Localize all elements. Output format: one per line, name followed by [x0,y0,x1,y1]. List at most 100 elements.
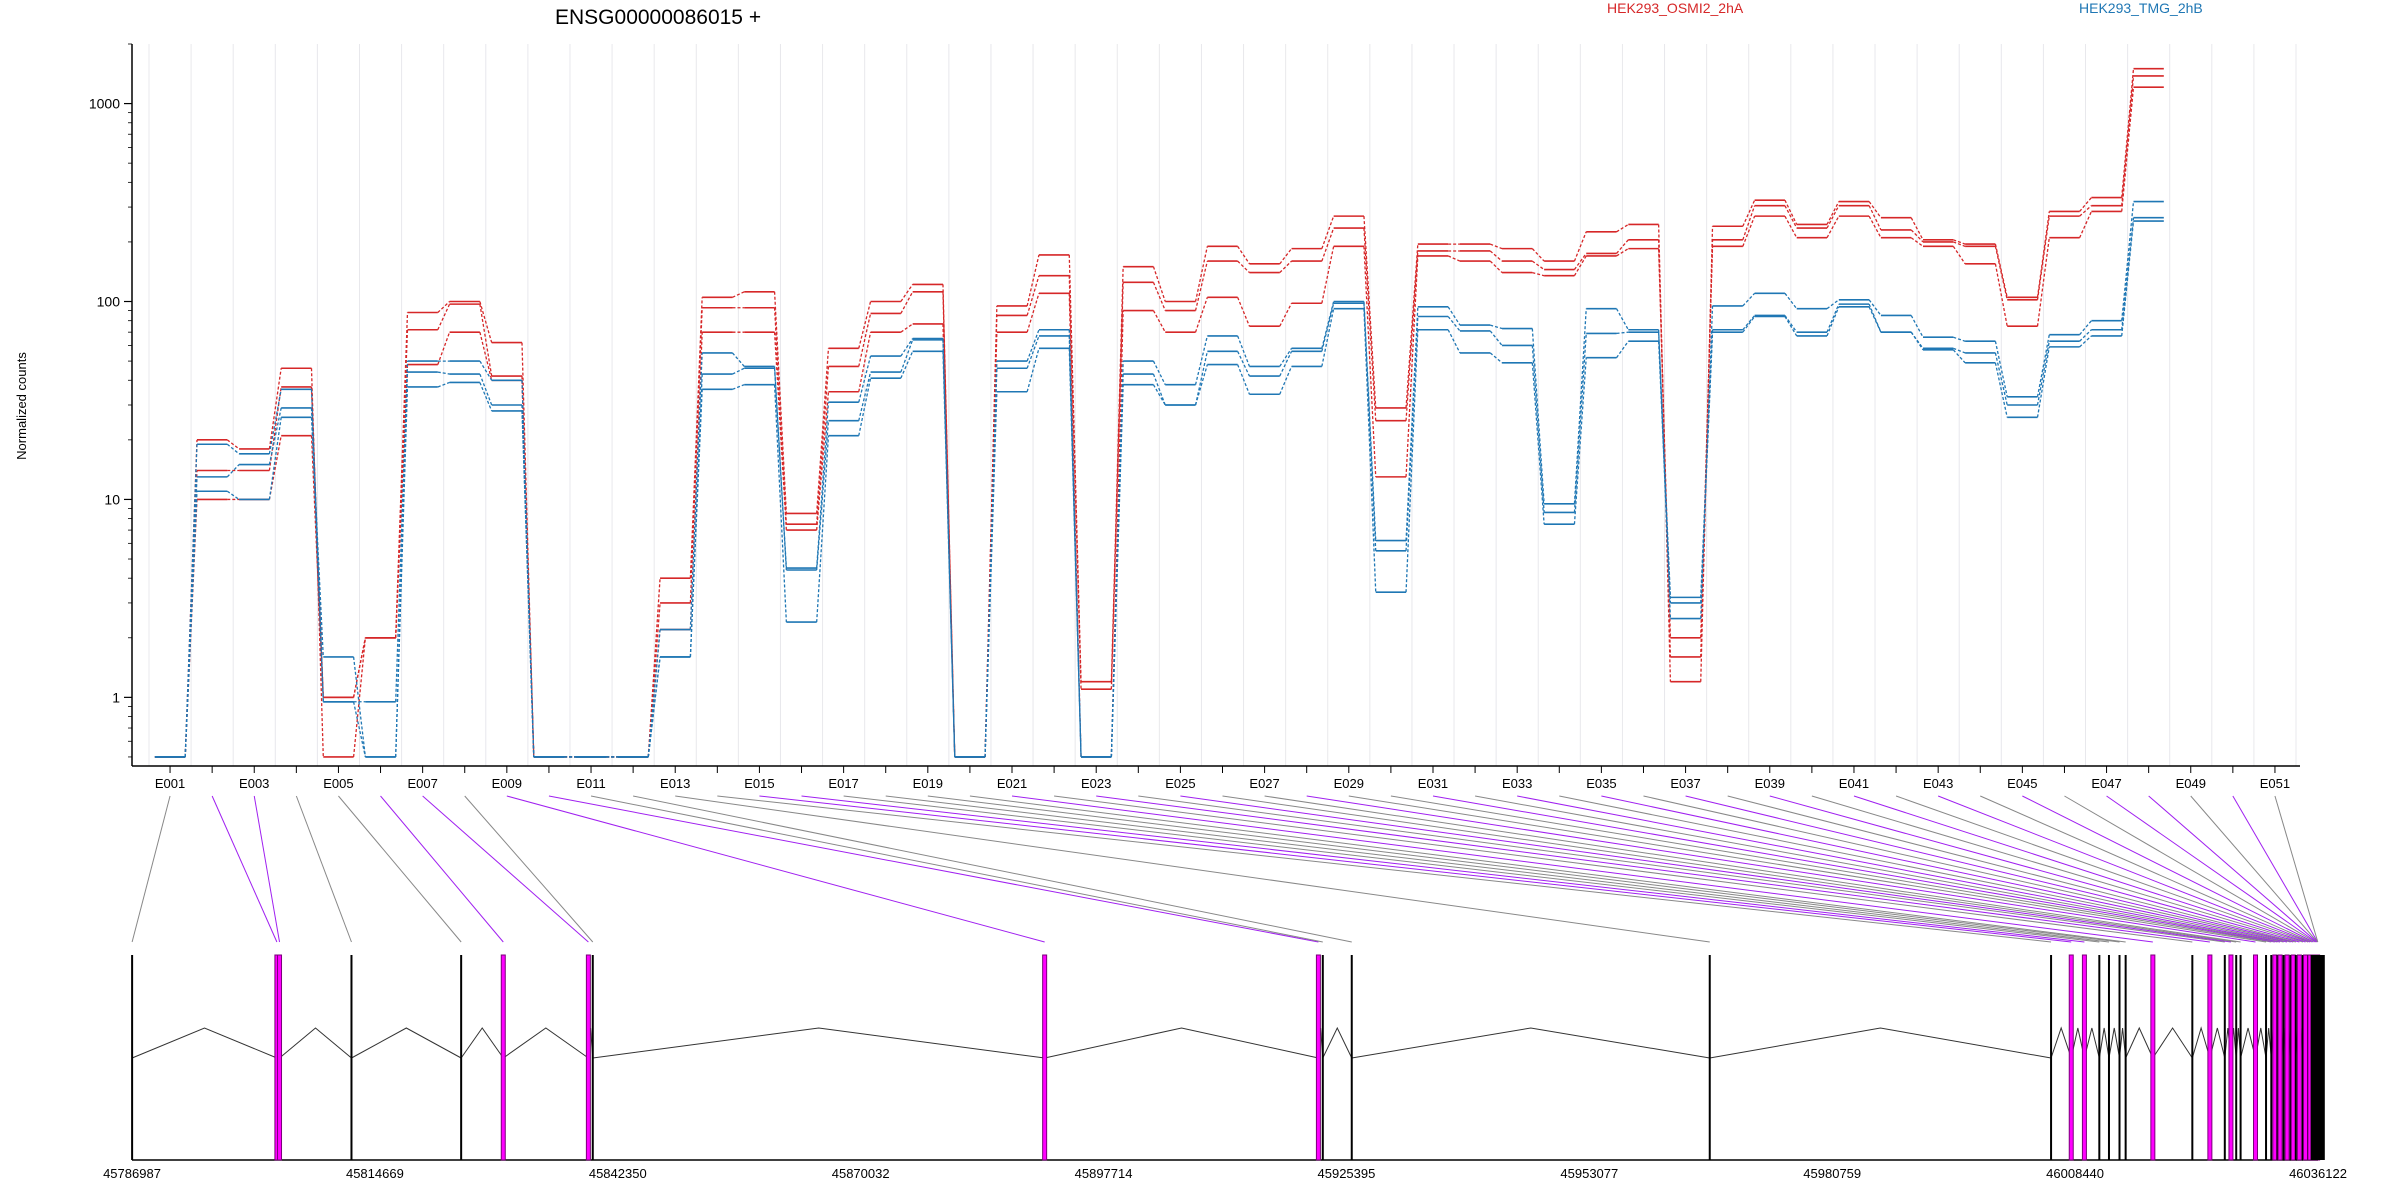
exon-transition-segment [1279,260,1292,274]
exon-transition-segment [1405,329,1419,593]
exon-transition-segment [1994,362,2008,418]
exon-transition-segment [858,371,872,421]
intron-line [1322,1026,1353,1059]
exon-box [2282,955,2285,1160]
series-tmg-3 [154,220,2164,758]
exon-box [2303,954,2309,1161]
exon-transition-segment [1194,335,1208,385]
exon-connector [1180,795,2232,943]
exon-transition-segment [1490,324,1503,330]
genomic-tick-label: 45870032 [832,1166,890,1181]
exon-connector [1222,795,2237,943]
intron-line [2050,1026,2072,1059]
exon-transition-segment [437,331,451,365]
exon-box [2050,955,2053,1160]
exon-transition-segment [437,301,451,313]
intron-line [2191,1026,2211,1059]
exon-transition-segment [1700,332,1714,603]
exon-box [277,954,283,1161]
genomic-tick-label: 45842350 [589,1166,647,1181]
x-tick-label: E013 [660,776,690,791]
x-tick-label: E017 [828,776,858,791]
exon-connector [1474,795,2278,943]
exon-transition-segment [1531,260,1545,271]
exon-transition-segment [1237,297,1251,327]
exon-transition-segment [1152,282,1166,311]
exon-transition-segment [1405,316,1419,551]
x-tick-label: E023 [1081,776,1111,791]
exon-transition-segment [773,291,788,514]
exon-transition-segment [521,380,535,757]
exon-transition-segment [1194,260,1208,311]
exon-transition-segment [1742,292,1756,307]
exon-box [2276,955,2279,1160]
exon-transition-segment [352,637,367,698]
x-tick-label: E009 [492,776,522,791]
exon-transition-segment [1826,303,1840,333]
exon-transition-segment [689,352,703,630]
exon-transition-segment [1826,201,1840,225]
gene-structure-panel: 45786987 45814669 45842350 45870032 45897714… [103,954,2347,1181]
exon-connector [2274,795,2319,943]
exon-box [2296,954,2302,1161]
exon-box [2068,954,2074,1161]
exon-connector [506,795,1045,943]
intron-line [1351,1027,1710,1059]
exon-connector [590,795,1323,943]
exon-transition-segment [1784,315,1798,333]
exon-transition-segment [816,366,830,525]
exon-transition-segment [1237,335,1251,367]
exon-transition-segment [1152,384,1166,406]
exon-transition-segment [689,297,703,579]
exon-transition-segment [1616,331,1629,335]
exon-connector [1348,795,2267,943]
intron-line [351,1027,462,1059]
exon-transition-segment [1994,352,2008,406]
exon-transition-segment [1110,384,1124,757]
exon-box [1042,954,1048,1161]
x-tick-label: E005 [323,776,353,791]
genomic-tick-label: 46008440 [2046,1166,2104,1181]
exon-box [2294,955,2297,1160]
exon-transition-segment [1321,301,1335,349]
exon-transition-segment [1910,229,1924,243]
exon-connector [464,795,594,943]
exon-transition-segment [1826,205,1840,229]
exon-connector [1769,795,2300,943]
exon-connector [1601,795,2288,943]
exon-transition-segment [900,338,914,357]
exon-transition-segment [1994,341,2008,397]
exon-transition-segment [437,381,450,388]
exon-connector [380,795,504,943]
exon-transition-segment [479,360,493,381]
exon-transition-segment [310,407,324,702]
x-tick-label: E015 [744,776,774,791]
exon-connector [843,795,2100,943]
exon-transition-segment [816,391,830,531]
genomic-tick-label: 45953077 [1560,1166,1618,1181]
exon-connector [633,795,1352,943]
exon-transition-segment [1152,360,1166,385]
exon-transition-segment [942,351,956,757]
exon-transition-segment [1532,271,1545,277]
exon-connector [717,795,2052,943]
exon-transition-segment [1447,316,1461,332]
exon-transition-segment [1742,315,1756,331]
exon-transition-segment [1237,245,1250,265]
x-tick-label: E047 [2091,776,2121,791]
exon-transition-segment [1489,260,1503,274]
exon-connector [1517,795,2281,943]
intron-line [131,1027,278,1059]
exon-transition-segment [1784,215,1798,239]
exon-transition-segment [479,373,493,406]
exon-transition-segment [1237,260,1250,274]
exon-transition-segment [1194,246,1208,302]
legend-entry-tmg: HEK293_TMG_2hB [2079,0,2203,16]
exon-connector [295,795,352,943]
intron-line [2119,1027,2127,1059]
exon-transition-segment [1868,201,1882,219]
exon-transition-segment [352,701,367,758]
exon-transition-segment [1489,250,1503,262]
exon-connector [1937,795,2311,943]
genomic-tick-label: 45897714 [1075,1166,1133,1181]
